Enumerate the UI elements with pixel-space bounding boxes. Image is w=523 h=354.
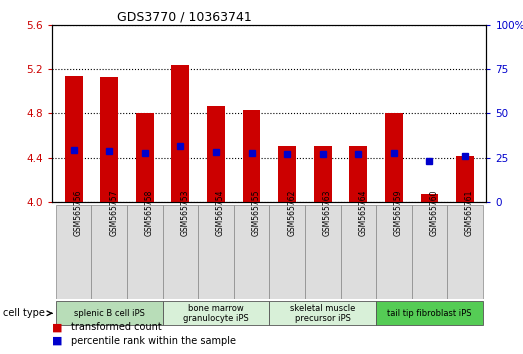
Bar [172, 64, 189, 202]
Bar [412, 205, 447, 299]
Bar [65, 76, 83, 202]
Bar [340, 205, 376, 299]
Bar [376, 205, 412, 299]
Bar [243, 110, 260, 202]
Bar [163, 301, 269, 325]
Bar [127, 205, 163, 299]
Bar [456, 156, 474, 202]
Text: GSM565764: GSM565764 [358, 190, 367, 236]
Text: ■: ■ [52, 336, 63, 346]
Text: GSM565761: GSM565761 [465, 190, 474, 236]
Text: GSM565758: GSM565758 [145, 190, 154, 236]
Bar [305, 205, 340, 299]
Bar [56, 301, 163, 325]
Bar [269, 301, 376, 325]
Bar [100, 77, 118, 202]
Bar [376, 301, 483, 325]
Bar [447, 205, 483, 299]
Text: GSM565754: GSM565754 [216, 190, 225, 236]
Text: GSM565763: GSM565763 [323, 190, 332, 236]
Bar [385, 113, 403, 202]
Bar [269, 205, 305, 299]
Text: bone marrow
granulocyte iPS: bone marrow granulocyte iPS [183, 304, 249, 323]
Bar [349, 147, 367, 202]
Text: transformed count: transformed count [71, 322, 162, 332]
Text: splenic B cell iPS: splenic B cell iPS [74, 309, 145, 318]
Bar [198, 205, 234, 299]
Text: GSM565759: GSM565759 [394, 190, 403, 236]
Bar [136, 113, 154, 202]
Text: GDS3770 / 10363741: GDS3770 / 10363741 [117, 11, 252, 24]
Text: GSM565753: GSM565753 [180, 190, 189, 236]
Text: GSM565760: GSM565760 [429, 190, 438, 236]
Text: GSM565762: GSM565762 [287, 190, 296, 236]
Text: percentile rank within the sample: percentile rank within the sample [71, 336, 235, 346]
Bar [56, 205, 92, 299]
Text: skeletal muscle
precursor iPS: skeletal muscle precursor iPS [290, 304, 356, 323]
Bar [314, 147, 332, 202]
Bar [234, 205, 269, 299]
Text: GSM565755: GSM565755 [252, 190, 260, 236]
Bar [420, 194, 438, 202]
Bar [207, 105, 225, 202]
Text: tail tip fibroblast iPS: tail tip fibroblast iPS [387, 309, 472, 318]
Text: cell type: cell type [3, 308, 44, 318]
Bar [163, 205, 198, 299]
Text: GSM565757: GSM565757 [109, 190, 118, 236]
Text: GSM565756: GSM565756 [74, 190, 83, 236]
Text: ■: ■ [52, 322, 63, 332]
Bar [92, 205, 127, 299]
Bar [278, 147, 296, 202]
